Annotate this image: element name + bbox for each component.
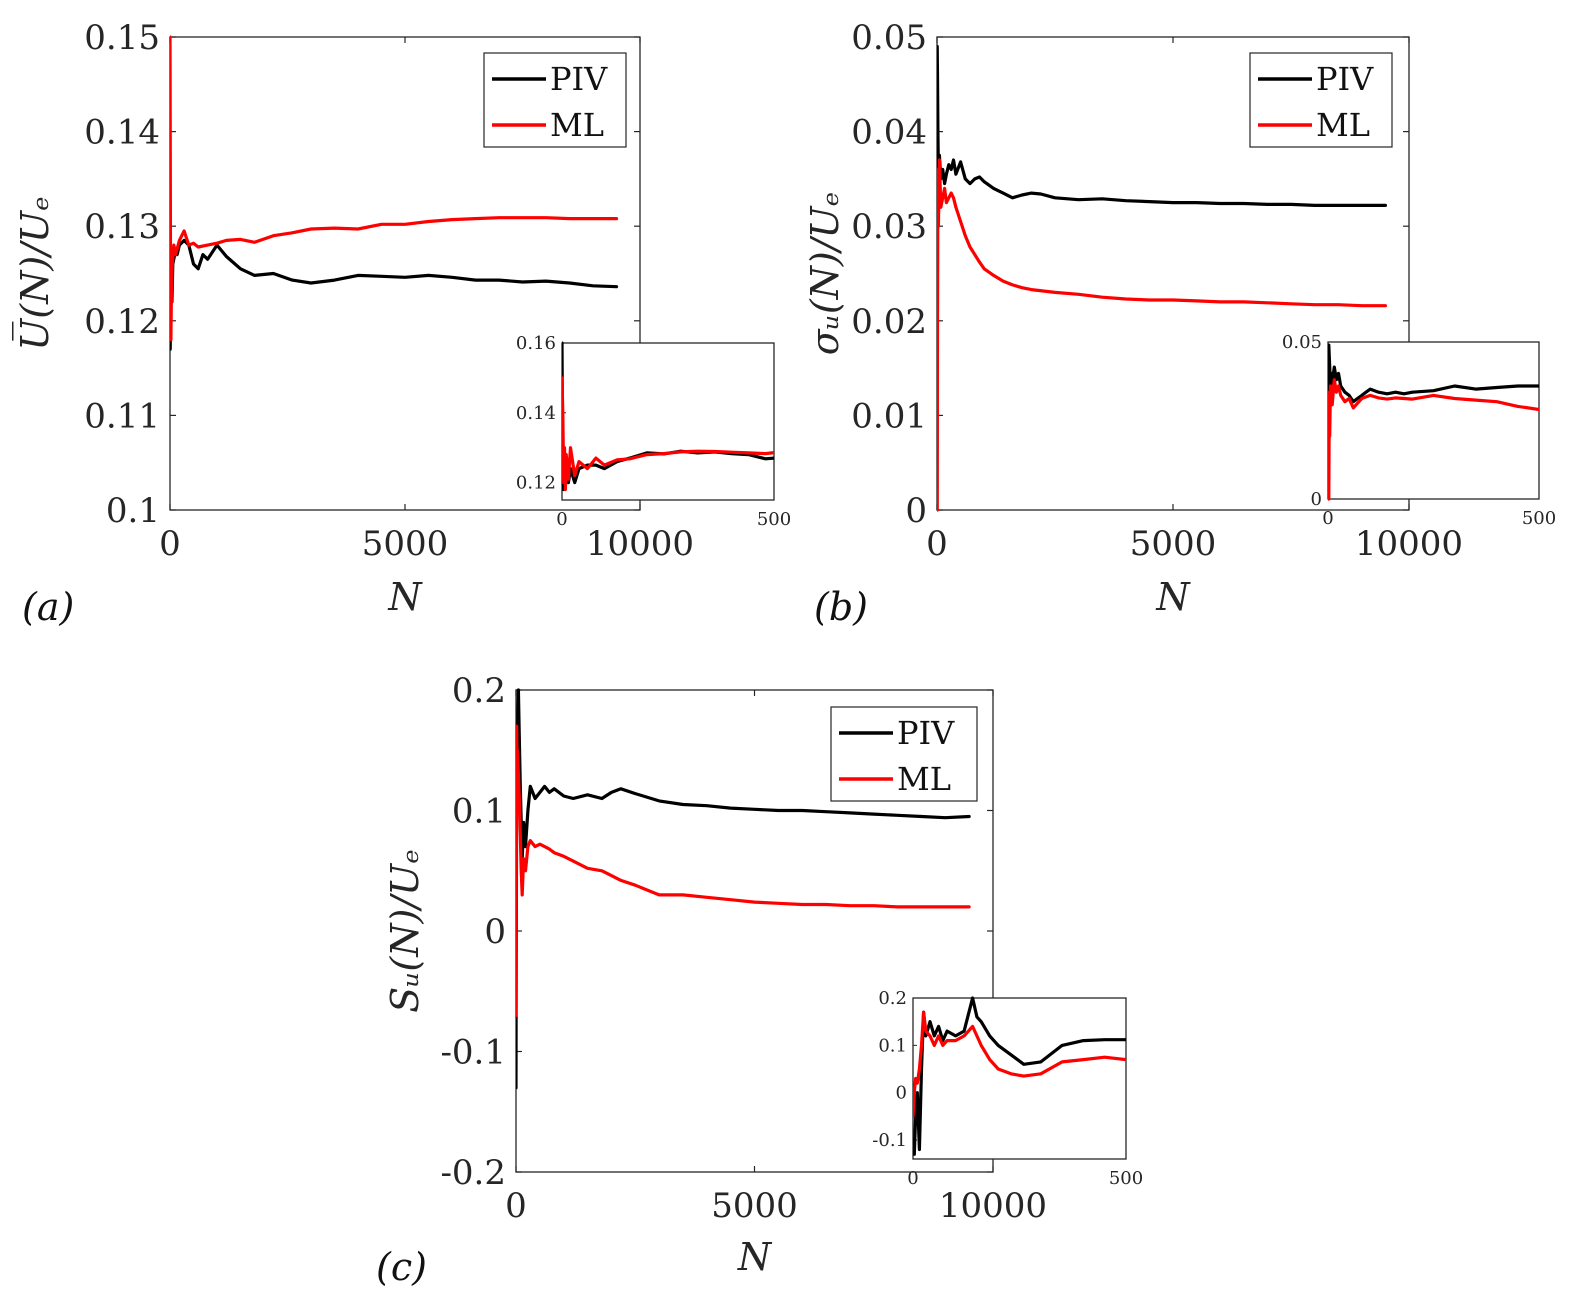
- inset-x-tick-label: 500: [757, 509, 791, 530]
- inset-chart: -0.100.10.20 500: [872, 988, 1143, 1189]
- panel-label: (b): [814, 585, 868, 629]
- y-tick-label: 0.04: [851, 113, 927, 153]
- panel-label: (a): [22, 585, 74, 629]
- chart-a: 0.10.110.120.130.140.150 5000 10000NU̅(N)/…: [12, 18, 791, 629]
- y-axis-label: U̅(N)/Uₑ: [12, 196, 57, 350]
- legend-box: [483, 52, 627, 148]
- series-line-ml: [937, 158, 1387, 512]
- inset-series-line-piv: [913, 996, 1126, 1156]
- legend-label-ml: ML: [550, 106, 604, 144]
- legend-label-piv: PIV: [897, 714, 955, 752]
- y-tick-label: 0.2: [452, 671, 506, 711]
- inset-frame: [561, 342, 775, 501]
- x-tick-label: 5000: [362, 524, 449, 564]
- legend-label-piv: PIV: [1316, 60, 1374, 98]
- x-tick-label: 10000: [1355, 524, 1463, 564]
- panel-label: (c): [376, 1245, 427, 1289]
- series-line-ml: [516, 724, 971, 1017]
- inset-series-line-ml: [562, 376, 774, 492]
- y-tick-label: 0.12: [84, 302, 160, 342]
- y-tick-label: 0.15: [84, 18, 160, 58]
- inset-y-tick-label: 0: [896, 1083, 907, 1104]
- y-axis-label: Sᵤ(N)/Uₑ: [383, 849, 427, 1013]
- x-tick-label: 10000: [939, 1186, 1047, 1226]
- series-line-piv: [937, 44, 1387, 512]
- legend-label-ml: ML: [897, 760, 951, 798]
- x-tick-label: 5000: [1130, 524, 1217, 564]
- x-tick-label: 10000: [586, 524, 694, 564]
- inset-x-tick-label: 500: [1522, 508, 1556, 529]
- y-tick-label: 0.05: [851, 18, 927, 58]
- inset-series-line-ml: [1328, 378, 1539, 501]
- y-tick-label: 0.01: [851, 396, 927, 436]
- inset-x-tick-label: 0: [907, 1168, 918, 1189]
- y-tick-label: -0.2: [440, 1153, 506, 1193]
- y-tick-label: 0.03: [851, 207, 927, 247]
- x-tick-label: 0: [505, 1186, 527, 1226]
- inset-x-tick-label: 0: [1322, 508, 1333, 529]
- inset-y-tick-label: 0.12: [516, 473, 556, 494]
- legend-label-ml: ML: [1316, 106, 1370, 144]
- legend: PIV ML: [830, 706, 978, 802]
- inset-series-line-piv: [1328, 343, 1539, 501]
- y-axis-label: σᵤ(N)/Uₑ: [803, 192, 847, 356]
- legend-label-piv: PIV: [550, 60, 608, 98]
- y-tick-label: 0: [905, 491, 927, 531]
- x-axis-label: N: [1155, 575, 1191, 619]
- x-tick-label: 0: [926, 524, 948, 564]
- inset-y-tick-label: 0.16: [516, 333, 556, 354]
- y-tick-label: 0.13: [84, 207, 160, 247]
- inset-chart: 0.12 0.14 0.16 0 500: [516, 333, 791, 530]
- y-tick-label: 0.1: [106, 491, 160, 531]
- chart-b: 00.010.020.030.040.050 5000 10000Nσᵤ(N)/Uₑ…: [803, 18, 1556, 629]
- legend: PIV ML: [1249, 52, 1393, 148]
- x-tick-label: 0: [159, 524, 181, 564]
- inset-y-tick-label: 0: [1311, 489, 1322, 510]
- inset-frame: [1327, 341, 1540, 500]
- y-tick-label: 0.02: [851, 302, 927, 342]
- series-line-piv: [516, 688, 971, 1090]
- inset-y-tick-label: 0.05: [1282, 332, 1322, 353]
- x-axis-label: N: [387, 575, 423, 619]
- inset-series-line-ml: [913, 1010, 1126, 1118]
- inset-y-tick-label: 0.1: [878, 1035, 907, 1056]
- chart-c: -0.2-0.100.10.20 5000 10000NSᵤ(N)/Uₑ(c)PIV…: [376, 671, 1143, 1289]
- y-tick-label: 0.14: [84, 113, 160, 153]
- inset-y-tick-label: 0.2: [878, 988, 907, 1009]
- legend-box: [830, 706, 978, 802]
- inset-x-tick-label: 500: [1109, 1168, 1143, 1189]
- y-tick-label: -0.1: [440, 1033, 506, 1073]
- series-line-ml: [170, 35, 619, 342]
- y-tick-label: 0: [484, 912, 506, 952]
- x-axis-label: N: [737, 1235, 773, 1279]
- x-tick-label: 5000: [711, 1186, 798, 1226]
- y-tick-label: 0.11: [84, 396, 160, 436]
- inset-chart: 0 0.05 0 500: [1282, 332, 1556, 529]
- y-tick-label: 0.1: [452, 792, 506, 832]
- inset-x-tick-label: 0: [556, 509, 567, 530]
- inset-frame: [912, 997, 1127, 1160]
- inset-y-tick-label: 0.14: [516, 403, 556, 424]
- legend-box: [1249, 52, 1393, 148]
- legend: PIV ML: [483, 52, 627, 148]
- inset-y-tick-label: -0.1: [872, 1130, 907, 1151]
